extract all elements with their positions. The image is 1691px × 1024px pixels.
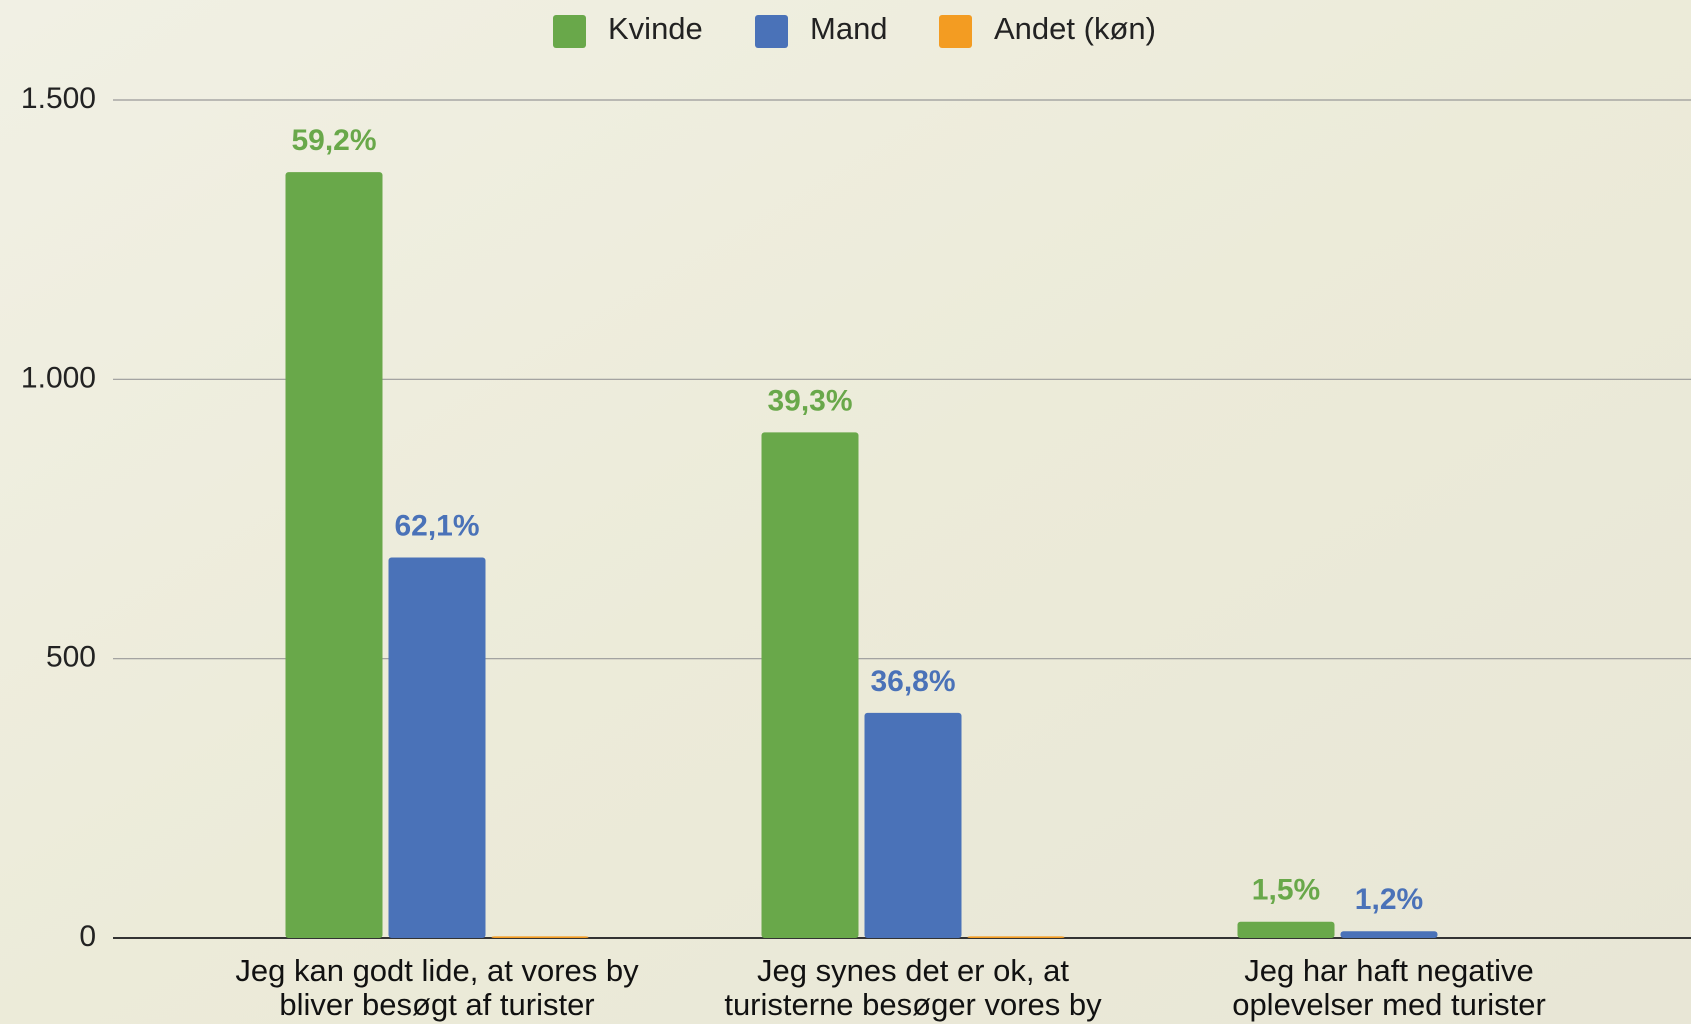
y-tick-label: 1.000 xyxy=(21,361,96,394)
data-label: 1,5% xyxy=(1252,874,1320,907)
legend-swatch xyxy=(755,15,788,48)
bar xyxy=(967,936,1065,938)
y-tick-label: 1.500 xyxy=(21,82,96,115)
x-tick-label: bliver besøgt af turister xyxy=(279,987,594,1022)
data-label: 36,8% xyxy=(870,665,955,698)
y-tick-label: 500 xyxy=(46,641,96,674)
x-tick-label: turisterne besøger vores by xyxy=(724,987,1102,1022)
legend-swatch xyxy=(939,15,972,48)
legend-label: Kvinde xyxy=(608,11,703,46)
y-tick-label: 0 xyxy=(79,920,96,953)
data-label: 39,3% xyxy=(767,384,852,417)
bar xyxy=(761,432,859,938)
legend-label: Andet (køn) xyxy=(994,11,1156,46)
bar xyxy=(1340,931,1438,938)
data-label: 59,2% xyxy=(291,124,376,157)
bar xyxy=(388,557,486,938)
data-label: 1,2% xyxy=(1355,883,1423,916)
x-tick-label: Jeg synes det er ok, at xyxy=(757,953,1069,988)
legend-label: Mand xyxy=(810,11,888,46)
legend-swatch xyxy=(553,15,586,48)
x-tick-label: Jeg kan godt lide, at vores by xyxy=(235,953,639,988)
x-tick-label: Jeg har haft negative xyxy=(1244,953,1534,988)
x-tick-label: oplevelser med turister xyxy=(1232,987,1546,1022)
data-label: 62,1% xyxy=(394,509,479,542)
bar xyxy=(864,712,962,938)
bar xyxy=(491,936,589,938)
bar xyxy=(285,172,383,938)
bar xyxy=(1237,921,1335,938)
